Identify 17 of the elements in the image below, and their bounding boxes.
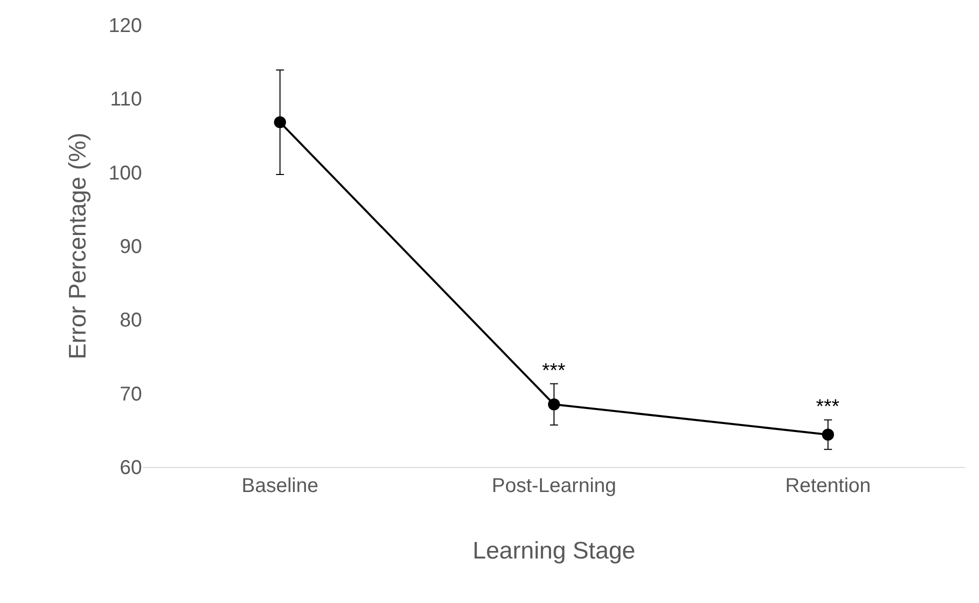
annotation: *** — [542, 360, 566, 382]
x-tick-label: Baseline — [242, 475, 318, 497]
y-axis-title: Error Percentage (%) — [64, 132, 92, 360]
x-tick-label: Retention — [785, 475, 871, 497]
y-tick-label: 80 — [120, 310, 142, 332]
y-tick-label: 120 — [108, 15, 142, 37]
point — [822, 428, 834, 441]
point — [274, 116, 286, 128]
annotation: *** — [816, 396, 840, 418]
y-tick-label: 110 — [110, 88, 142, 111]
y-tick-label: 90 — [120, 236, 142, 258]
y-tick-label: 100 — [108, 162, 142, 184]
y-tick-label: 60 — [120, 457, 142, 479]
y-tick-label: 70 — [120, 383, 142, 406]
point — [548, 398, 560, 410]
x-axis-title: Learning Stage — [472, 537, 636, 564]
x-tick-label: Post-Learning — [492, 475, 616, 497]
